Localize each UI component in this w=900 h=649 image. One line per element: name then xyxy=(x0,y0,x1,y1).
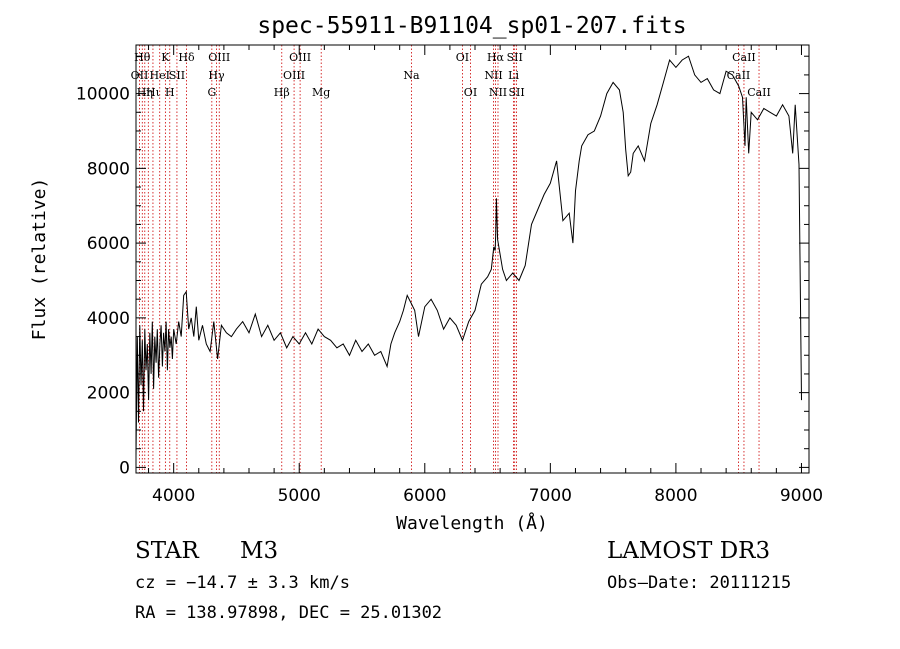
line-marker-label: OI xyxy=(464,86,477,99)
line-marker-label: Li xyxy=(508,69,519,82)
line-marker-label: OII xyxy=(131,69,149,82)
y-tick-label: 4000 xyxy=(87,309,130,329)
spectrum-line xyxy=(135,55,802,457)
line-marker-label: CaII xyxy=(732,51,756,64)
y-tick-label: 2000 xyxy=(87,384,130,404)
object-subclass: M3 xyxy=(240,538,279,564)
line-marker-label: CaII xyxy=(747,86,771,99)
line-marker-label: OIII xyxy=(283,69,305,82)
x-tick-label: 9000 xyxy=(780,486,823,506)
line-marker-label: Hγ xyxy=(208,69,225,82)
line-marker-label: Na xyxy=(403,69,420,82)
x-tick-label: 4000 xyxy=(152,486,195,506)
line-marker-label: K xyxy=(161,51,170,64)
x-tick-label: 6000 xyxy=(403,486,446,506)
y-tick-label: 6000 xyxy=(87,234,130,254)
line-marker-label: SII xyxy=(169,69,185,82)
x-tick-label: 8000 xyxy=(654,486,697,506)
line-marker-label: G xyxy=(207,86,216,99)
object-class: STAR xyxy=(135,538,199,564)
y-tick-label: 0 xyxy=(119,458,130,478)
line-marker-label: OIII xyxy=(208,51,230,64)
plot-frame xyxy=(135,44,810,474)
line-marker-label: Hδ xyxy=(178,51,195,64)
line-marker-label: Mg xyxy=(312,86,330,99)
line-marker-label: NII xyxy=(489,86,507,99)
line-marker-label: Hη xyxy=(137,86,153,99)
redshift-velocity: cz = −14.7 ± 3.3 km/s xyxy=(135,573,350,593)
y-tick-label: 8000 xyxy=(87,159,130,179)
x-axis: 4000 5000 6000 7000 8000 9000 xyxy=(148,45,823,506)
line-marker-label: Hα xyxy=(487,51,505,64)
x-tick-label: 5000 xyxy=(278,486,321,506)
line-marker-label: Hθ xyxy=(134,51,151,64)
line-marker-label: NII xyxy=(484,69,502,82)
y-tick-label: 10000 xyxy=(76,85,130,105)
line-marker-label: OIII xyxy=(289,51,311,64)
x-tick-label: 7000 xyxy=(529,486,572,506)
y-axis: 0 2000 4000 6000 8000 10000 xyxy=(76,55,809,478)
x-axis-label: Wavelength (Å) xyxy=(396,512,548,534)
line-marker-label: OI xyxy=(456,51,469,64)
line-marker-label: Hβ xyxy=(274,86,290,99)
line-marker-label: Hι xyxy=(146,86,160,99)
line-markers xyxy=(139,45,760,473)
line-marker-label: H xyxy=(165,86,175,99)
observation-date: Obs–Date: 20111215 xyxy=(607,573,792,593)
line-marker-label: CaII xyxy=(727,69,751,82)
line-marker-label: SII xyxy=(507,51,523,64)
coordinates: RA = 138.97898, DEC = 25.01302 xyxy=(135,603,443,623)
chart-title: spec-55911-B91104_sp01-207.fits xyxy=(257,13,686,39)
line-marker-label: SII xyxy=(508,86,524,99)
y-axis-label: Flux (relative) xyxy=(29,178,50,341)
survey-name: LAMOST DR3 xyxy=(607,538,771,564)
line-marker-label: HeI xyxy=(150,69,170,82)
